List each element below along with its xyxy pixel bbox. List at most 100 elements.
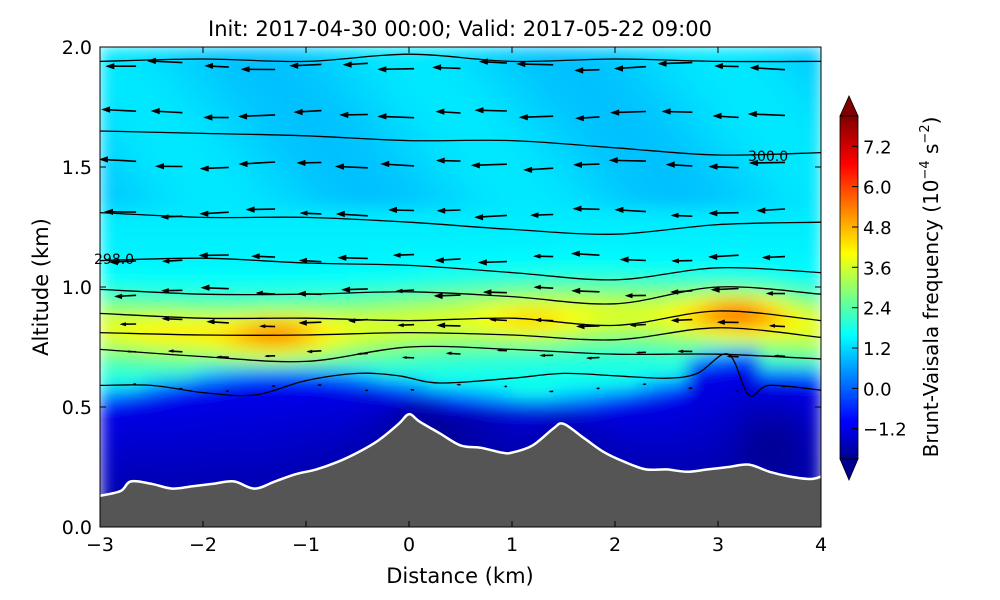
bv-cell [594,337,606,348]
bv-cell [254,417,266,428]
bv-cell [439,177,452,188]
bv-cell [429,257,441,268]
bv-cell [748,267,761,278]
bv-cell [223,47,235,58]
bv-cell [100,197,112,208]
bv-cell [800,447,812,458]
bv-cell [439,147,452,158]
bv-cell [398,107,410,118]
bv-cell [759,77,771,88]
bv-cell [656,377,668,388]
bv-cell [707,447,719,458]
bv-cell [409,207,421,218]
bv-cell [409,367,421,378]
bv-cell [460,207,472,218]
bv-cell [213,427,225,438]
bv-cell [275,427,287,438]
bv-cell [748,367,761,378]
bv-cell [748,277,761,288]
bv-cell [470,377,483,388]
bv-cell [728,77,740,88]
bv-cell [748,247,761,258]
bv-cell [285,437,297,448]
bv-cell [532,257,544,268]
bv-cell [573,67,586,78]
bv-cell [223,87,235,98]
bv-cell [357,217,369,228]
bv-cell [470,147,483,158]
bv-cell [810,257,821,268]
bv-cell [697,327,709,338]
bv-cell [501,87,513,98]
bv-cell [615,437,627,448]
bv-cell [656,137,668,148]
bv-cell [481,127,493,138]
bv-cell [192,447,204,458]
bv-cell [192,97,204,108]
bv-cell [378,317,390,328]
bv-cell [141,77,153,88]
bv-cell [470,417,483,428]
bv-cell [285,57,297,68]
bv-cell [573,387,586,398]
bv-cell [687,337,699,348]
bv-cell [450,157,462,168]
bv-cell [450,227,462,238]
bv-cell [244,267,256,278]
bv-cell [450,397,462,408]
bv-cell [172,337,184,348]
bv-cell [306,287,318,298]
bv-cell [563,137,575,148]
bv-cell [439,367,452,378]
bv-cell [141,367,153,378]
bv-cell [336,247,349,258]
bv-cell [151,377,163,388]
bv-cell [790,97,802,108]
bv-cell [367,307,380,318]
bv-cell [161,387,174,398]
bv-cell [439,227,452,238]
bv-cell [707,87,719,98]
bv-cell [563,327,575,338]
bv-cell [398,97,410,108]
bv-cell [336,87,349,98]
bv-cell [615,77,627,88]
bv-cell [491,147,503,158]
bv-cell [491,267,503,278]
bv-cell [584,277,596,288]
bv-cell [769,187,781,198]
bv-cell [481,247,493,258]
bv-cell [573,117,586,128]
bv-cell [604,377,616,388]
bv-cell [666,217,678,228]
bv-cell [501,407,513,418]
bv-cell [192,337,204,348]
bv-cell [522,297,534,308]
wind-arrow-head [177,388,181,390]
bv-cell [110,477,122,488]
bv-cell [161,137,174,148]
bv-cell [151,467,163,478]
bv-cell [542,257,555,268]
bv-cell [326,407,338,418]
bv-cell [687,457,699,468]
bv-cell [553,247,565,258]
bv-cell [336,57,349,68]
bv-cell [213,267,225,278]
bv-cell [419,137,431,148]
bv-cell [769,307,781,318]
bv-cell [542,57,555,68]
colorbar-ticks: −1.20.01.22.43.64.86.07.2 [852,137,907,441]
bv-cell [512,177,524,188]
wind-arrow-head [474,107,484,114]
bv-cell [810,237,821,248]
bv-cell [120,227,132,238]
bv-cell [275,457,287,468]
bv-cell [244,277,256,288]
bv-cell [141,207,153,218]
bv-cell [553,87,565,98]
bv-cell [244,307,256,318]
bv-cell [542,407,555,418]
bv-cell [522,87,534,98]
bv-cell [388,57,400,68]
